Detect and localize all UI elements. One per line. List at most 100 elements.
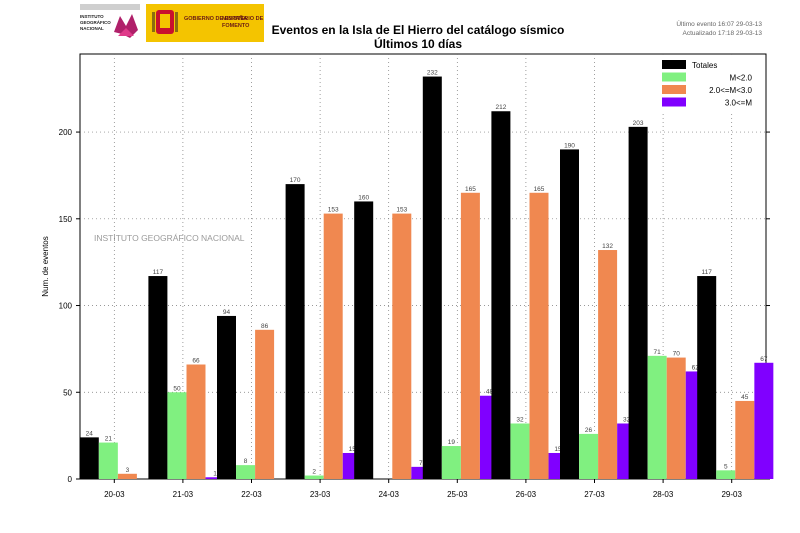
bar-2: [598, 250, 618, 479]
data-label: 1: [213, 470, 217, 477]
legend-swatch: [662, 72, 686, 82]
data-label: 165: [534, 186, 545, 193]
bar-0: [217, 315, 236, 479]
ign-emblem-icon: [114, 14, 138, 38]
data-label: 67: [760, 356, 768, 363]
ign-logo-band: [80, 4, 140, 10]
bar-0: [354, 201, 374, 479]
data-label: 32: [623, 416, 631, 423]
data-label: 160: [358, 194, 369, 201]
data-label: 70: [673, 351, 681, 358]
bar-0: [628, 126, 648, 479]
legend-label: Totales: [692, 61, 717, 70]
data-label: 117: [702, 269, 713, 276]
data-label: 71: [654, 349, 662, 356]
bar-2: [392, 213, 412, 479]
bar-1: [167, 392, 187, 479]
last-event-timestamp: Último evento 16:07 29-03-13: [676, 21, 762, 28]
legend-swatch: [662, 97, 686, 107]
data-label: 26: [585, 427, 593, 434]
ign-logo: INSTITUTO GEOGRÁFICO NACIONAL: [80, 14, 111, 31]
y-tick-label: 150: [59, 215, 73, 224]
ministry-logo-text: MINISTERIO DE FOMENTO: [222, 16, 264, 29]
data-label: 45: [741, 394, 749, 401]
data-label: 21: [105, 436, 113, 443]
bar-2: [666, 357, 686, 479]
data-label: 153: [328, 207, 339, 214]
data-label: 3: [126, 467, 130, 474]
updated-timestamp: Actualizado 17:18 29-03-13: [682, 30, 762, 37]
legend-label: M<2.0: [730, 74, 753, 83]
x-tick-label: 27-03: [584, 490, 605, 499]
bar-2: [460, 192, 480, 479]
bar-2: [323, 213, 343, 479]
x-tick-label: 24-03: [378, 490, 399, 499]
bar-0: [422, 76, 442, 479]
data-label: 48: [486, 389, 494, 396]
x-tick-label: 25-03: [447, 490, 468, 499]
bar-1: [98, 442, 118, 479]
data-label: 24: [86, 430, 94, 437]
bar-3: [754, 362, 774, 479]
data-label: 19: [448, 439, 456, 446]
data-label: 62: [692, 364, 700, 371]
bar-1: [304, 475, 324, 479]
gov-logo-text: GOBIERNO DE ESPAÑA: [184, 16, 248, 22]
legend-label: 2.0<=M<3.0: [709, 86, 752, 95]
x-tick-label: 23-03: [310, 490, 331, 499]
watermark-text: INSTITUTO GEOGRÁFICO NACIONAL: [94, 233, 245, 243]
x-tick-label: 20-03: [104, 490, 125, 499]
bar-0: [560, 149, 579, 480]
bar-1: [441, 446, 461, 479]
bar-3: [205, 477, 225, 479]
data-label: 190: [564, 142, 575, 149]
y-tick-label: 50: [63, 388, 72, 397]
data-label: 203: [633, 120, 644, 127]
data-label: 212: [495, 104, 506, 111]
x-tick-label: 26-03: [516, 490, 537, 499]
bar-1: [647, 355, 667, 479]
legend-label: 3.0<=M: [725, 99, 752, 108]
bar-2: [529, 192, 549, 479]
y-tick-label: 0: [68, 475, 73, 484]
bar-0: [79, 437, 99, 479]
legend-swatch: [662, 85, 686, 94]
data-label: 7: [419, 460, 423, 467]
data-label: 15: [554, 446, 562, 453]
legend-swatch: [662, 60, 686, 69]
chart-title: Eventos en la Isla de El Hierro del catá…: [271, 23, 565, 37]
data-label: 8: [244, 458, 248, 465]
bar-2: [255, 329, 275, 479]
bar-0: [148, 276, 168, 479]
bar-2: [117, 473, 137, 479]
x-tick-label: 28-03: [653, 490, 674, 499]
bar-1: [579, 433, 599, 479]
data-label: 2: [312, 469, 316, 476]
data-label: 5: [724, 463, 728, 470]
coat-of-arms-icon: [152, 10, 178, 34]
bar-2: [735, 400, 755, 479]
x-tick-label: 29-03: [721, 490, 742, 499]
data-label: 232: [427, 70, 438, 77]
bar-0: [285, 184, 305, 479]
data-label: 132: [602, 243, 613, 250]
bar-0: [697, 276, 717, 479]
data-label: 86: [261, 323, 269, 330]
y-tick-label: 100: [59, 302, 73, 311]
bar-0: [491, 111, 511, 479]
y-axis-label: Num. de eventos: [41, 236, 50, 296]
data-label: 153: [396, 207, 407, 214]
bar-1: [510, 423, 530, 479]
chart-subtitle: Últimos 10 días: [373, 37, 463, 51]
data-label: 66: [192, 358, 200, 365]
bar-1: [716, 470, 736, 479]
bar-1: [236, 465, 256, 479]
x-tick-label: 21-03: [173, 490, 194, 499]
header-logos: INSTITUTO GEOGRÁFICO NACIONAL GOBIERNO D…: [80, 4, 266, 44]
y-tick-label: 200: [59, 128, 73, 137]
data-label: 94: [223, 309, 231, 316]
data-label: 50: [173, 385, 181, 392]
data-label: 165: [465, 186, 476, 193]
bar-2: [186, 364, 206, 479]
